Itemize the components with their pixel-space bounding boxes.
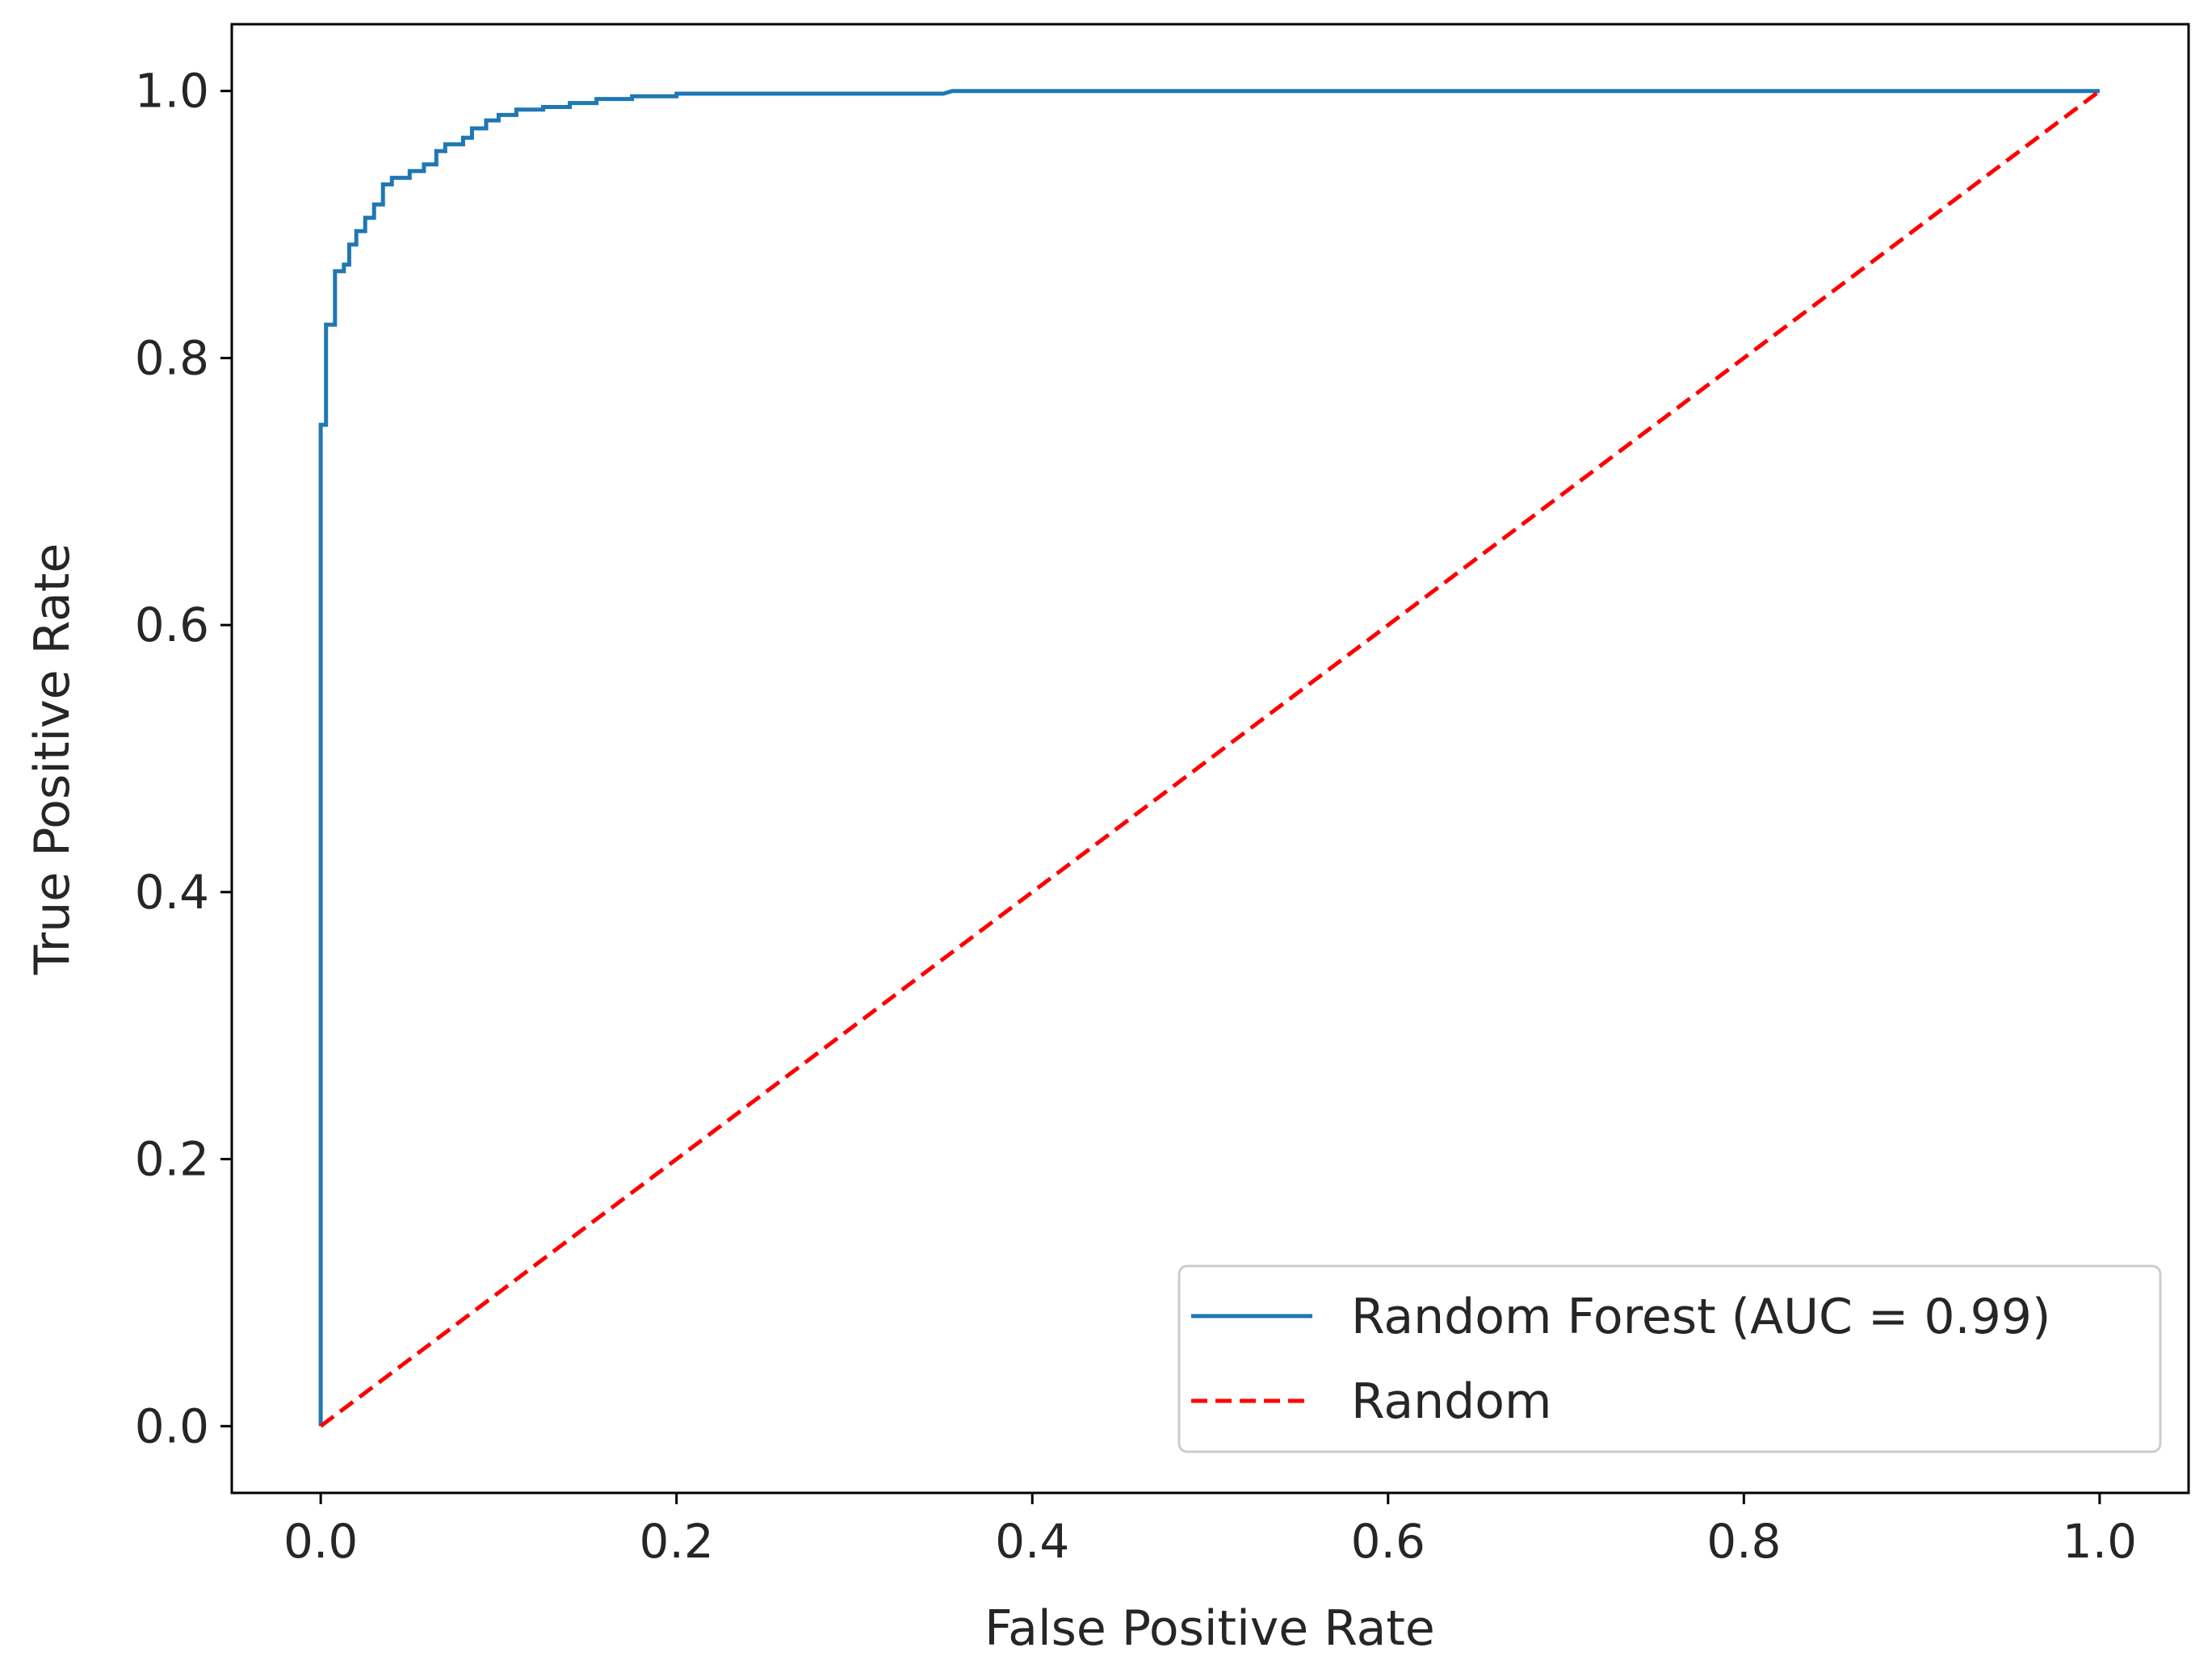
y-tick-label: 0.6 (135, 597, 209, 652)
axes-frame (230, 23, 2190, 1495)
y-tick-label: 0.8 (135, 330, 209, 385)
series-line-random (319, 89, 2101, 1428)
series-layer (318, 89, 2101, 1428)
x-tick-label: 0.4 (995, 1514, 1069, 1569)
legend-label-random-forest: Random Forest (AUC = 0.99) (1351, 1289, 2050, 1345)
y-tick-label: 1.0 (135, 64, 209, 119)
x-tick-label: 0.2 (640, 1514, 714, 1569)
y-axis-label: True Positive Rate (24, 543, 81, 975)
x-tick-label: 1.0 (2063, 1514, 2137, 1569)
y-tick-label: 0.0 (135, 1398, 209, 1453)
legend-label-random: Random (1351, 1373, 1551, 1430)
series-line-random-forest (318, 89, 2100, 1427)
legend: Random Forest (AUC = 0.99) Random (1177, 1264, 2162, 1453)
x-tick-label: 0.0 (283, 1514, 358, 1569)
y-tick-label: 0.4 (135, 865, 209, 920)
x-ticks: 0.0 0.2 0.4 0.6 0.8 1.0 (283, 1493, 2137, 1569)
legend-box (1177, 1264, 2162, 1453)
y-tick-label: 0.2 (135, 1132, 209, 1187)
x-tick-label: 0.8 (1706, 1514, 1781, 1569)
y-ticks: 0.0 0.2 0.4 0.6 0.8 1.0 (135, 64, 232, 1453)
x-axis-label: False Positive Rate (984, 1600, 1435, 1657)
x-tick-label: 0.6 (1351, 1514, 1425, 1569)
